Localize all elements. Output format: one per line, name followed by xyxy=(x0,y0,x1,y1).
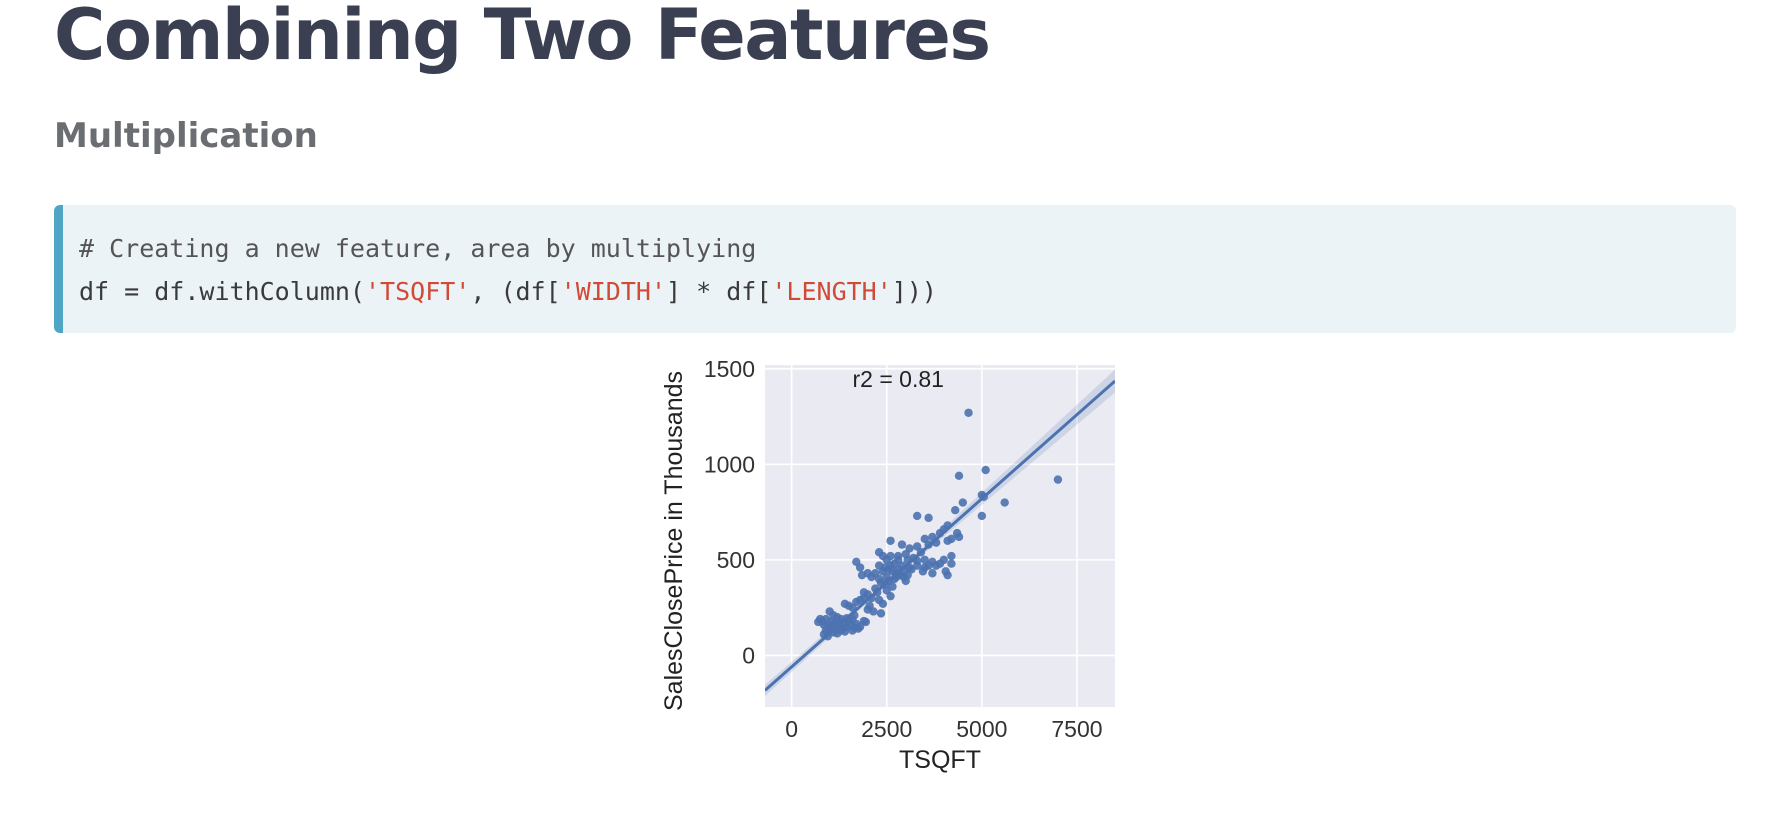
data-point xyxy=(886,561,895,570)
x-tick-label: 0 xyxy=(785,716,798,742)
y-tick-label: 500 xyxy=(717,547,755,573)
x-tick-label: 2500 xyxy=(861,716,912,742)
data-point xyxy=(947,551,956,561)
x-tick-label: 7500 xyxy=(1051,716,1102,742)
data-point xyxy=(876,609,886,618)
data-point xyxy=(893,555,903,565)
data-point xyxy=(947,559,956,568)
data-point xyxy=(874,548,884,557)
data-point xyxy=(981,465,990,475)
x-axis-label: TSQFT xyxy=(899,746,981,774)
data-point xyxy=(977,511,987,521)
r2-annotation: r2 = 0.81 xyxy=(853,366,944,392)
code-token: df = df.withColumn( xyxy=(79,277,365,306)
data-point xyxy=(857,570,867,580)
data-point xyxy=(907,565,916,574)
data-point xyxy=(852,557,861,566)
data-point xyxy=(886,536,895,545)
data-point xyxy=(827,616,836,626)
data-point xyxy=(964,408,973,417)
y-axis-label: SalesClosePrice in Thousands xyxy=(660,371,688,711)
data-point xyxy=(958,498,968,507)
x-tick-label: 5000 xyxy=(956,716,1007,742)
scatter-chart-svg: 0 2500 5000 7500 0 500 1000 1500 r2 = 0.81 TSQF… xyxy=(660,356,1115,774)
data-point xyxy=(833,629,842,638)
data-point xyxy=(912,511,922,521)
data-point xyxy=(886,591,895,601)
data-point xyxy=(928,569,937,578)
code-token: , (df[ xyxy=(470,277,561,306)
scatter-chart: 0 2500 5000 7500 0 500 1000 1500 r2 = 0.81 TSQF… xyxy=(640,355,1160,812)
y-tick-label: 1000 xyxy=(704,451,755,477)
data-point xyxy=(897,540,907,549)
code-token: ] * df[ xyxy=(666,277,772,306)
data-point xyxy=(840,627,850,636)
data-point xyxy=(943,536,952,545)
data-point xyxy=(886,551,895,561)
data-point xyxy=(878,599,888,609)
y-tick-label: 1500 xyxy=(704,356,755,382)
data-point xyxy=(1000,498,1009,507)
code-comment-line: # Creating a new feature, area by multip… xyxy=(79,234,757,263)
code-block: # Creating a new feature, area by multip… xyxy=(54,205,1736,333)
code-token: ])) xyxy=(891,277,937,306)
axis-ticks: 0 2500 5000 7500 0 500 1000 1500 xyxy=(704,356,1103,742)
data-point xyxy=(901,576,910,586)
data-point xyxy=(943,570,952,580)
data-point xyxy=(865,601,874,610)
data-point xyxy=(924,513,933,523)
data-point xyxy=(951,506,960,515)
code-string-token: 'LENGTH' xyxy=(771,277,892,306)
code-string-token: 'WIDTH' xyxy=(560,277,667,306)
section-title: Multiplication xyxy=(54,116,318,156)
data-point xyxy=(825,607,834,616)
y-tick-label: 0 xyxy=(742,642,755,668)
data-point xyxy=(840,599,850,609)
data-point xyxy=(1053,475,1063,484)
data-point xyxy=(867,572,876,582)
data-point xyxy=(854,624,863,633)
data-point xyxy=(861,617,871,627)
code-statement-line: df = df.withColumn('TSQFT', (df['WIDTH']… xyxy=(79,270,1736,313)
slide-title: Combining Two Features xyxy=(54,0,991,76)
data-point xyxy=(952,528,962,538)
regression-line xyxy=(765,379,1115,692)
data-point xyxy=(918,567,928,576)
data-point xyxy=(935,559,945,568)
data-point xyxy=(954,471,964,481)
code-string-token: 'TSQFT' xyxy=(364,277,471,306)
data-point xyxy=(815,614,825,624)
data-point xyxy=(859,588,869,597)
